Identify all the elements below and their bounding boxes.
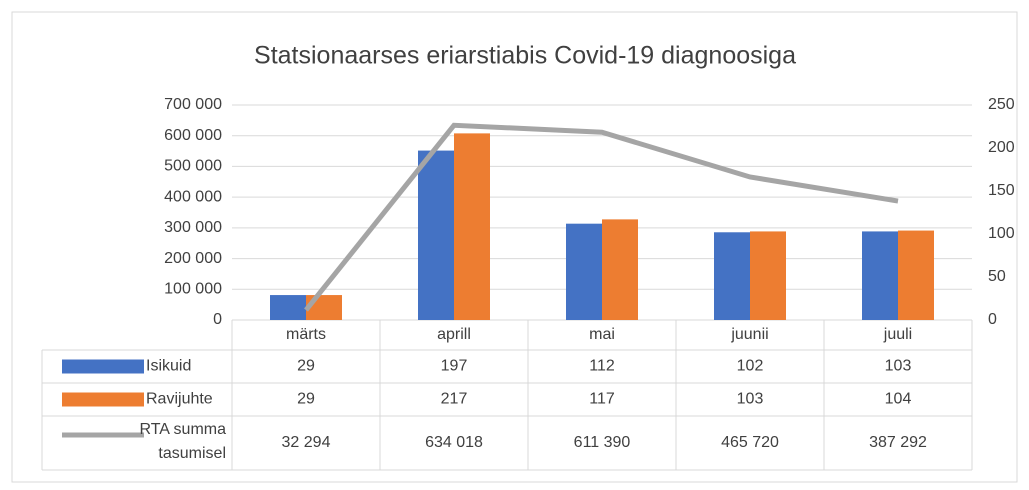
y-tick-label: 400 000 bbox=[164, 188, 222, 205]
y-tick-label: 600 000 bbox=[164, 127, 222, 144]
table-value: 29 bbox=[297, 391, 315, 408]
table-value: 29 bbox=[297, 358, 315, 375]
bar bbox=[862, 231, 898, 320]
legend-label: Isikuid bbox=[146, 358, 191, 375]
bar bbox=[418, 150, 454, 320]
bar bbox=[714, 232, 750, 320]
table-value: 117 bbox=[589, 391, 615, 408]
y-tick-label: 300 000 bbox=[164, 219, 222, 236]
x-tick-label: mai bbox=[589, 326, 615, 343]
line-series bbox=[304, 122, 899, 312]
table-value: 32 294 bbox=[282, 434, 331, 451]
bar bbox=[898, 230, 934, 320]
table-value: 217 bbox=[441, 391, 468, 408]
x-tick-label: juuli bbox=[883, 326, 912, 343]
bar bbox=[750, 231, 786, 320]
legend-label: RTA summa tasumisel bbox=[139, 421, 226, 462]
table-value: 465 720 bbox=[721, 434, 779, 451]
y2-tick-label: 50 bbox=[988, 268, 1006, 285]
bar bbox=[270, 295, 306, 320]
y2-tick-label: 0 bbox=[988, 311, 997, 328]
table-value: 103 bbox=[885, 358, 912, 375]
table-value: 102 bbox=[737, 358, 764, 375]
y-tick-label: 200 000 bbox=[164, 250, 222, 267]
bar bbox=[454, 133, 490, 320]
x-tick-label: aprill bbox=[437, 326, 471, 343]
legend-key bbox=[62, 392, 144, 407]
x-tick-label: märts bbox=[286, 326, 326, 343]
y-tick-label: 700 000 bbox=[164, 96, 222, 113]
y2-tick-label: 150 bbox=[988, 182, 1015, 199]
table-value: 112 bbox=[589, 358, 615, 375]
y2-tick-label: 100 bbox=[988, 225, 1015, 242]
x-tick-label: juunii bbox=[730, 326, 768, 343]
y2-tick-label: 200 bbox=[988, 139, 1015, 156]
table-value: 197 bbox=[441, 358, 468, 375]
y-tick-label: 500 000 bbox=[164, 158, 222, 175]
bar bbox=[602, 219, 638, 320]
table-value: 104 bbox=[885, 391, 912, 408]
bar bbox=[566, 223, 602, 320]
bar bbox=[306, 295, 342, 320]
legend-label: Ravijuhte bbox=[146, 391, 213, 408]
table-value: 387 292 bbox=[869, 434, 927, 451]
table-value: 611 390 bbox=[574, 434, 631, 451]
y2-tick-label: 250 bbox=[988, 96, 1015, 113]
y-tick-label: 0 bbox=[213, 311, 222, 328]
chart-border bbox=[11, 11, 1018, 483]
table-value: 634 018 bbox=[425, 434, 483, 451]
legend-label-box: RTA summa tasumisel bbox=[139, 421, 226, 462]
table-value: 103 bbox=[737, 391, 764, 408]
y-tick-label: 100 000 bbox=[164, 281, 222, 298]
chart-title: Statsionaarses eriarstiabis Covid-19 dia… bbox=[254, 42, 796, 70]
legend-key bbox=[62, 359, 144, 374]
